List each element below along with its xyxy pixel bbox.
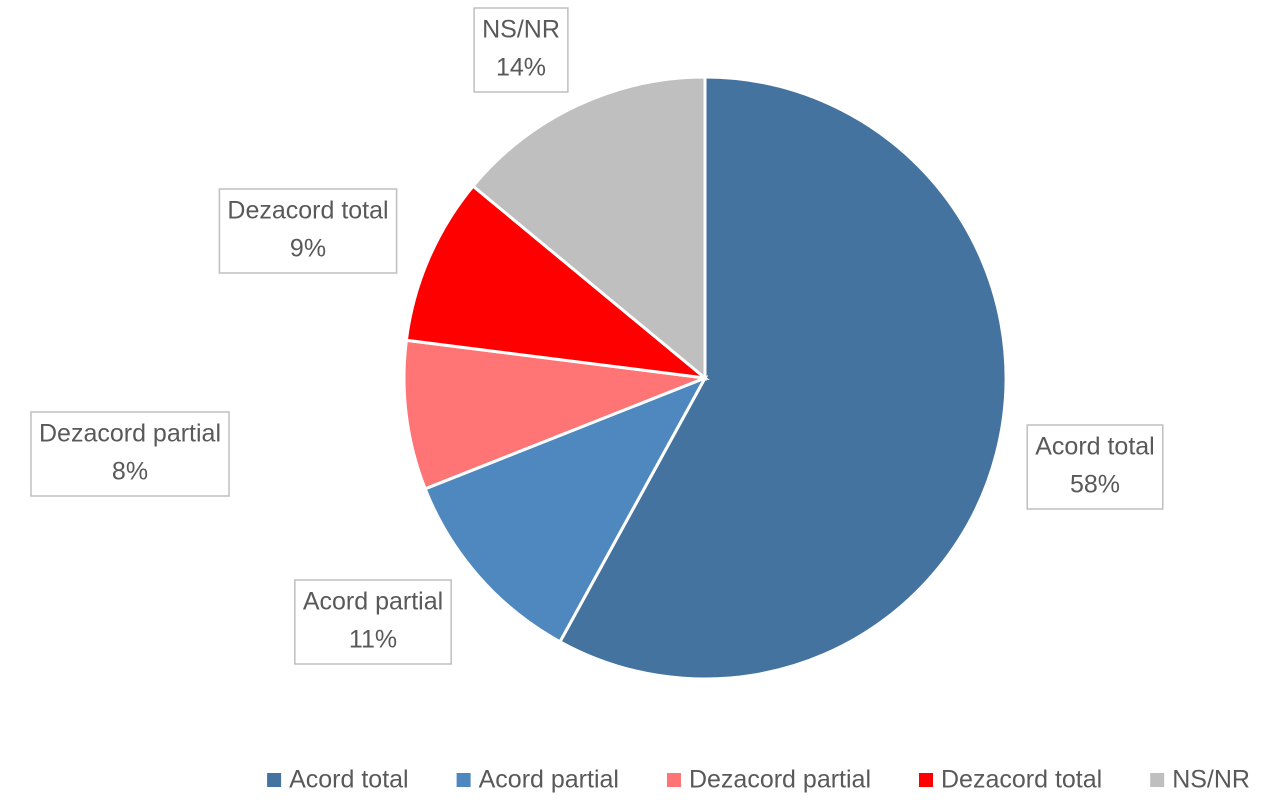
- legend-label: Acord total: [289, 766, 409, 794]
- pie-slice: [470, 75, 707, 382]
- label-value: 14%: [496, 54, 546, 82]
- label-value: 58%: [1070, 471, 1120, 499]
- legend-item: Dezacord total: [919, 766, 1102, 794]
- label-box: [218, 188, 398, 274]
- label-value: 11%: [349, 626, 397, 654]
- data-label: NS/NR 14%: [473, 7, 569, 93]
- legend-item: Acord total: [267, 766, 409, 794]
- legend-label: Dezacord partial: [689, 766, 871, 794]
- data-label: Acord partial 11%: [294, 579, 452, 665]
- pie-slice: [402, 338, 706, 491]
- legend-item: Acord partial: [456, 766, 619, 794]
- legend-label: NS/NR: [1172, 766, 1250, 794]
- legend-swatch: [666, 773, 681, 787]
- legend-swatch: [1150, 773, 1165, 787]
- label-box: [473, 7, 569, 93]
- label-category: NS/NR: [482, 16, 560, 44]
- label-box: [294, 579, 452, 665]
- label-category: Dezacord total: [227, 197, 388, 225]
- legend-swatch: [456, 773, 471, 787]
- legend-item: Dezacord partial: [666, 766, 871, 794]
- legend-label: Dezacord total: [941, 766, 1102, 794]
- label-box: [1026, 424, 1164, 510]
- data-label: Dezacord total 9%: [218, 188, 398, 274]
- data-label: Acord total 58%: [1026, 424, 1164, 510]
- pie-slice: [404, 184, 710, 381]
- data-label: Dezacord partial 8%: [30, 411, 230, 497]
- label-category: Acord total: [1035, 433, 1155, 461]
- legend-swatch: [919, 773, 933, 787]
- legend-item: NS/NR: [1150, 766, 1250, 794]
- label-value: 9%: [290, 235, 326, 263]
- label-category: Dezacord partial: [39, 420, 221, 448]
- legend-swatch: [267, 773, 282, 787]
- pie-slice: [557, 75, 1008, 681]
- label-category: Acord partial: [303, 588, 443, 616]
- label-value: 8%: [112, 458, 148, 486]
- legend-label: Acord partial: [479, 766, 619, 794]
- pie-slice: [423, 375, 709, 644]
- label-box: [30, 411, 230, 497]
